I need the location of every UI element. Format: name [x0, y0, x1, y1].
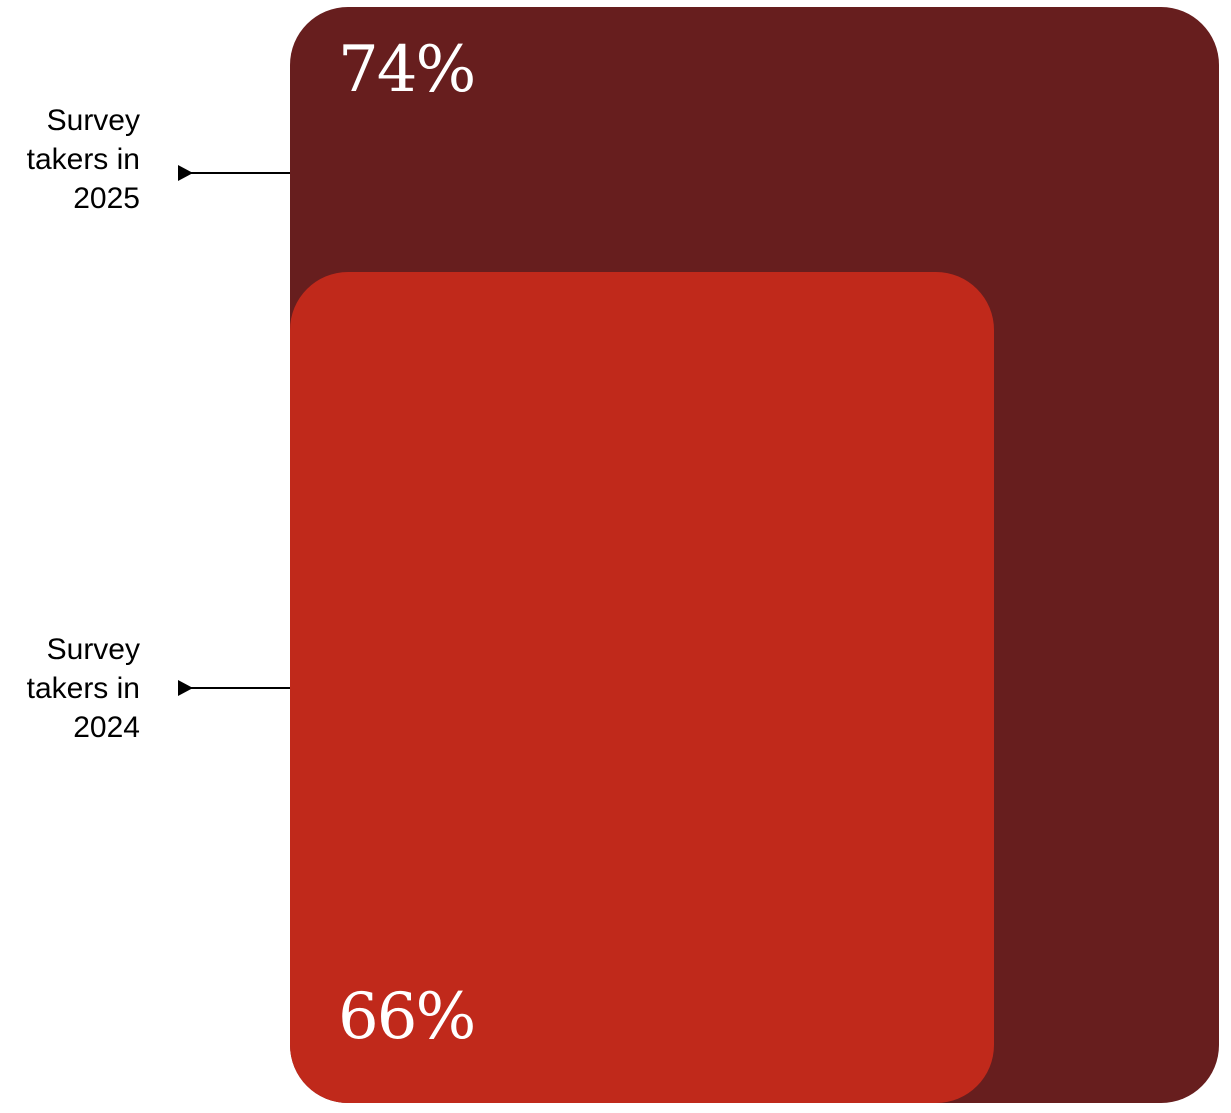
value-label-2024: 66%	[338, 980, 476, 1054]
series-label-2025: Survey takers in 2025	[0, 101, 140, 218]
arrowhead-icon	[178, 680, 193, 696]
series-label-2024: Survey takers in 2024	[0, 630, 140, 747]
pointer-line-2025	[180, 172, 290, 174]
series-label-2024-line-3: 2024	[73, 711, 140, 744]
series-label-2025-line-2: takers in	[26, 143, 140, 176]
series-label-2024-line-2: takers in	[26, 672, 140, 705]
value-label-2025: 74%	[338, 33, 476, 107]
series-label-2025-line-1: Survey	[46, 104, 140, 137]
series-label-2025-line-3: 2025	[73, 182, 140, 215]
series-label-2024-line-1: Survey	[46, 633, 140, 666]
arrowhead-icon	[178, 165, 193, 181]
area-block-2024	[290, 272, 994, 1103]
pointer-line-2024	[180, 687, 290, 689]
